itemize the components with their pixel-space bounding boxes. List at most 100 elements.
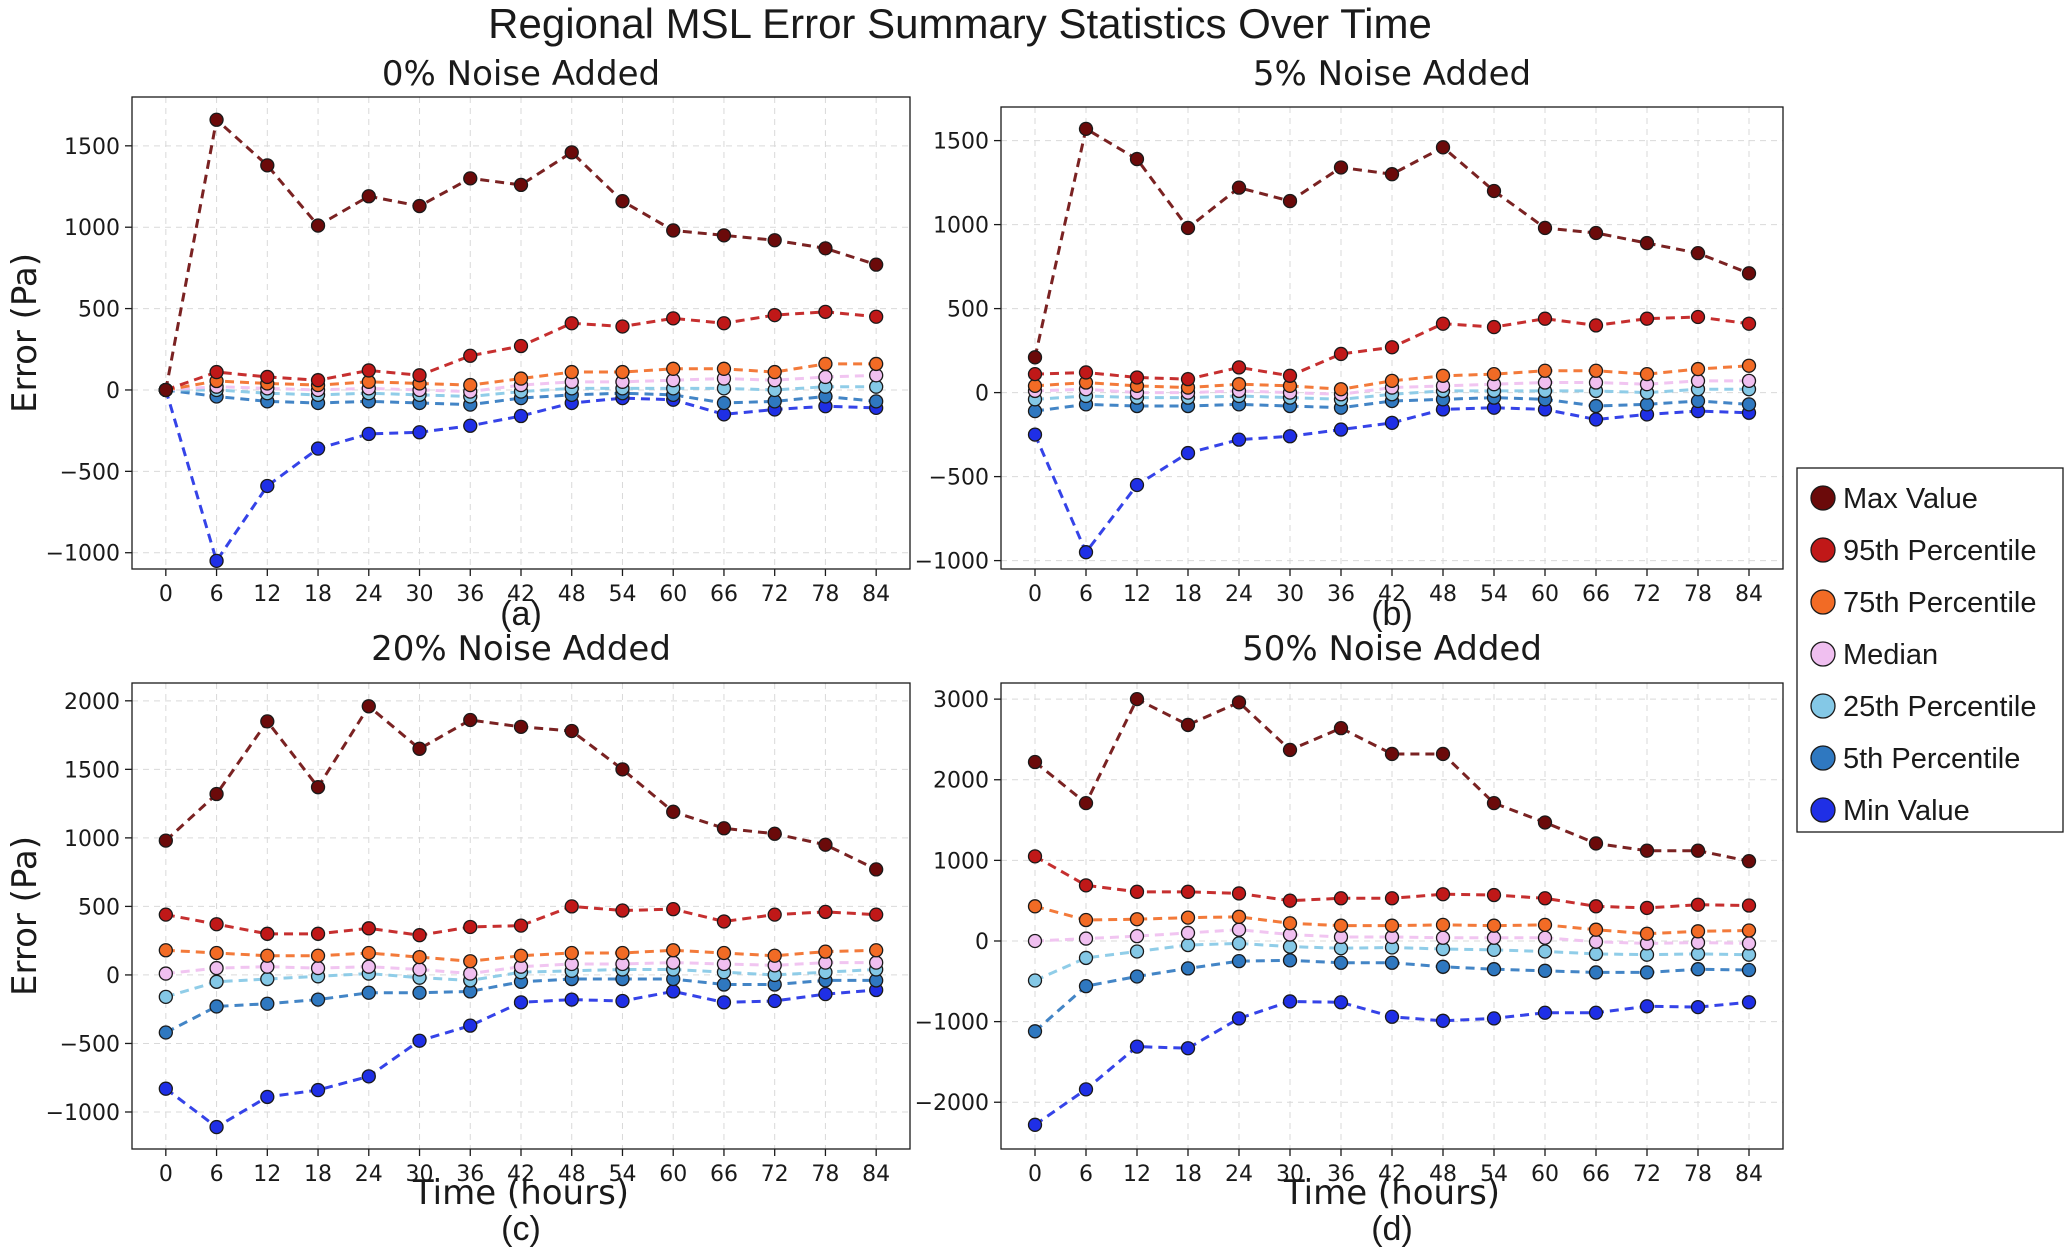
data-point	[1231, 953, 1247, 969]
data-point	[1435, 368, 1451, 383]
legend-swatch	[1810, 797, 1836, 823]
data-point	[1180, 884, 1196, 899]
data-point	[1129, 151, 1145, 167]
data-point	[1588, 965, 1604, 980]
x-tick-label: 72	[1633, 582, 1661, 607]
x-tick-label: 66	[1582, 1162, 1610, 1187]
data-point	[1690, 246, 1706, 261]
y-tick-label: 2000	[933, 769, 989, 794]
data-point	[1435, 140, 1451, 155]
y-tick-label: 1500	[64, 135, 120, 160]
data-point	[1180, 220, 1196, 236]
data-point	[1588, 836, 1604, 851]
y-tick-label: 0	[106, 379, 120, 404]
data-point	[564, 145, 579, 160]
x-tick-label: 30	[406, 1162, 434, 1187]
data-point	[716, 914, 732, 929]
data-point	[1027, 849, 1043, 864]
data-point	[1231, 909, 1247, 924]
data-point	[1588, 899, 1604, 914]
data-point	[1078, 912, 1094, 928]
data-point	[412, 368, 427, 383]
data-point	[666, 311, 681, 326]
data-point	[310, 926, 326, 941]
data-point	[412, 741, 427, 756]
data-point	[260, 478, 275, 494]
data-point	[1639, 843, 1655, 858]
data-point	[1537, 311, 1553, 326]
x-tick-label: 6	[210, 1162, 224, 1187]
legend-swatch	[1810, 745, 1836, 771]
data-point	[1384, 1009, 1400, 1024]
data-point	[209, 960, 224, 976]
data-point	[1741, 316, 1757, 331]
data-point	[1027, 1117, 1043, 1132]
data-point	[1333, 346, 1349, 362]
data-point	[1690, 924, 1706, 939]
panel-title: 50% Noise Added	[1242, 629, 1542, 669]
data-point	[310, 373, 326, 388]
data-point	[158, 907, 173, 922]
data-point	[463, 1018, 478, 1033]
data-point	[1588, 922, 1604, 937]
legend-swatch	[1810, 589, 1836, 615]
data-point	[716, 228, 732, 243]
data-point	[1231, 936, 1247, 951]
x-tick-label: 78	[811, 582, 839, 607]
data-point	[260, 369, 275, 385]
data-point	[1435, 959, 1451, 974]
data-point	[209, 945, 224, 961]
data-point	[1180, 1041, 1196, 1056]
series-75th-percentile	[1027, 358, 1757, 397]
data-point	[513, 338, 529, 354]
x-tick-label: 6	[1079, 582, 1093, 607]
data-point	[716, 395, 732, 411]
x-axis-label: Time (hours)	[1283, 1173, 1500, 1213]
data-point	[1129, 370, 1145, 385]
x-tick-label: 72	[761, 1162, 789, 1187]
series-max-value	[1027, 121, 1757, 365]
x-tick-label: 48	[558, 582, 586, 607]
y-tick-label: −1000	[46, 542, 120, 567]
y-axis-label: Error (Pa)	[5, 836, 45, 996]
series-median	[1027, 922, 1757, 951]
data-point	[1741, 397, 1757, 412]
data-point	[412, 949, 427, 965]
data-point	[209, 974, 224, 989]
data-point	[1639, 235, 1655, 251]
data-point	[818, 944, 833, 959]
data-point	[310, 780, 326, 795]
data-point	[513, 995, 529, 1010]
data-point	[310, 992, 326, 1007]
x-tick-label: 36	[1327, 582, 1355, 607]
data-point	[361, 959, 376, 974]
data-point	[716, 977, 732, 992]
series-min-value	[158, 982, 884, 1135]
data-point	[260, 1089, 275, 1105]
data-point	[869, 257, 884, 272]
data-point	[1333, 918, 1349, 933]
x-tick-label: 12	[1123, 582, 1151, 607]
data-point	[869, 309, 884, 324]
data-point	[463, 954, 478, 969]
data-point	[412, 198, 427, 214]
data-point	[1180, 445, 1196, 461]
data-point	[1129, 1039, 1145, 1054]
panel-title: 5% Noise Added	[1253, 54, 1531, 94]
data-point	[463, 966, 478, 981]
data-point	[716, 361, 732, 376]
series-95th-percentile	[158, 304, 884, 398]
data-point	[361, 189, 376, 204]
y-tick-label: 0	[106, 964, 120, 989]
data-point	[463, 919, 478, 935]
x-tick-label: 60	[1531, 582, 1559, 607]
y-tick-label: 500	[78, 298, 120, 323]
data-point	[310, 1082, 326, 1098]
data-point	[209, 553, 224, 569]
data-point	[818, 356, 833, 372]
data-point	[818, 304, 833, 319]
data-point	[513, 371, 529, 386]
data-point	[1435, 316, 1451, 331]
x-tick-label: 24	[1225, 1162, 1253, 1187]
data-point	[260, 996, 275, 1011]
